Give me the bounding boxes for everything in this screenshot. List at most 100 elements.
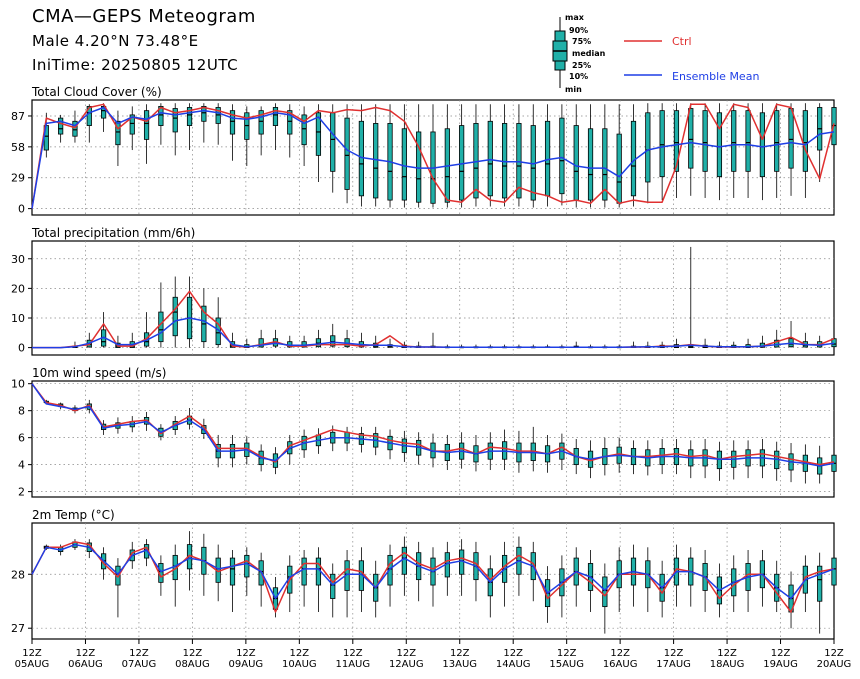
ensemble-box [430,104,436,208]
x-tick-label-date: 05AUG [15,659,50,670]
legend-label-90: 90% [569,26,588,35]
x-tick-label-date: 11AUG [335,659,370,670]
box-body [373,123,379,199]
ensemble-box [143,312,150,348]
ensemble-box [244,106,250,167]
ensemble-box [502,429,508,471]
ensemble-box [745,103,751,198]
box-body [587,128,594,201]
box-body [229,110,236,135]
ensemble-box [201,103,207,143]
box-body [101,105,107,119]
box-body [716,112,723,178]
box-body [774,339,780,348]
box-body [731,110,737,172]
ensemble-box [645,103,651,204]
y-tick-label: 10 [11,378,25,391]
box-body [516,123,522,199]
box-body [158,311,164,343]
ensemble-box [630,104,637,207]
ensemble-box [172,276,178,348]
box-body [401,128,407,201]
ensemble-box [459,539,465,596]
box-body [244,554,250,578]
ensemble-box [645,547,651,613]
ensemble-box [387,104,393,208]
box-body [487,120,493,197]
y-tick-label: 58 [11,141,25,154]
box-body [287,110,293,135]
box-body [58,117,64,135]
ensemble-box [158,103,164,145]
y-tick-label: 87 [11,110,25,123]
ensemble-box [58,114,64,143]
x-tick-label-date: 17AUG [656,659,691,670]
box-body [115,120,121,146]
x-tick-label-hour: 12Z [76,648,96,659]
x-tick-label-hour: 12Z [290,648,310,659]
box-body [344,117,350,190]
x-tick-label-hour: 12Z [664,648,684,659]
ensemble-box [573,547,579,607]
ensemble-box [831,549,837,607]
box-body [602,128,608,201]
box-body [86,105,92,126]
box-body [301,114,307,146]
box-body [745,110,751,172]
y-tick-label: 29 [11,172,25,185]
ensemble-box [759,549,765,607]
x-tick-label-date: 13AUG [442,659,477,670]
panel-1: Total Cloud Cover (%) 0 29 58 87 [11,85,837,216]
panel-title: 10m wind speed (m/s) [32,366,166,380]
ensemble-box [186,407,193,430]
ensemble-box [229,104,236,161]
ensemble-box [817,552,823,634]
box-body [459,125,465,201]
x-tick-label-hour: 12Z [557,648,577,659]
ensemble-box [215,544,221,602]
x-tick-label-date: 14AUG [496,659,531,670]
ensemble-box [358,547,364,613]
legend-label-min: min [565,85,582,94]
y-tick-label: 8 [18,405,25,418]
ensemble-box [630,544,637,607]
x-tick-label-hour: 12Z [717,648,737,659]
box-body [630,120,637,197]
ensemble-box [745,440,751,479]
box-body [573,125,579,201]
ensemble-box [673,544,680,607]
ensemble-box [330,323,336,348]
ensemble-box [301,106,307,167]
box-body [616,133,622,204]
ensemble-box [444,104,450,208]
box-body [645,112,651,183]
box-body [301,557,307,586]
ensemble-box [358,104,364,207]
x-tick-label-date: 15AUG [549,659,584,670]
box-body [229,557,236,586]
box-body [330,112,336,172]
ensemble-box [373,104,379,207]
location-label: Male 4.20°N 73.48°E [32,32,199,50]
ensemble-box [229,549,236,613]
ensemble-box [244,547,250,596]
ensemble-box [602,563,608,634]
ensemble-box [788,103,794,196]
ensemble-box [344,549,350,618]
ensemble-box [530,541,536,602]
ensemble-box [430,547,436,607]
x-tick-label-hour: 12Z [824,648,844,659]
ensemble-box [115,110,121,167]
legend-label-max: max [565,13,585,22]
ensemble-box [401,536,407,596]
x-tick-label-date: 07AUG [122,659,157,670]
